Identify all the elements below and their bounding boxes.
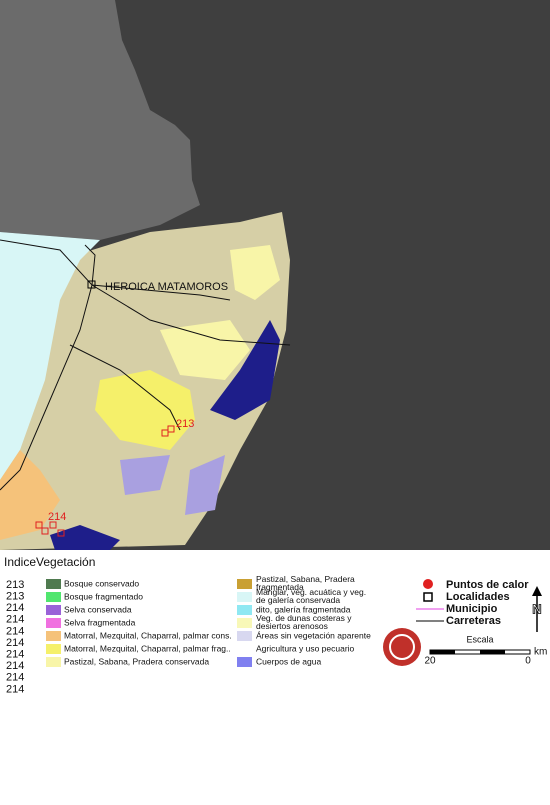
index-value: 214 bbox=[6, 672, 24, 684]
scrub-frag bbox=[95, 370, 195, 450]
water bbox=[50, 525, 120, 550]
symbol-label: Localidades bbox=[446, 591, 510, 603]
index-value: 213 bbox=[6, 591, 24, 603]
hotspot-label: 213 bbox=[176, 418, 194, 430]
scale-unit: km bbox=[534, 647, 547, 658]
legend-label: Pastizal, Sabana, Pradera fragmentada bbox=[256, 574, 355, 592]
legend-label: Cuerpos de agua bbox=[256, 656, 321, 666]
symbol-label: Municipio bbox=[446, 603, 498, 615]
logo-detail bbox=[389, 634, 415, 660]
index-value: 214 bbox=[6, 637, 24, 649]
land-north bbox=[0, 0, 200, 240]
locality-marker bbox=[87, 280, 96, 289]
index-value: 214 bbox=[6, 683, 24, 695]
index-value: 214 bbox=[6, 625, 24, 637]
legend-swatch bbox=[46, 605, 61, 615]
legend-swatch bbox=[46, 631, 61, 641]
lagoon-patch bbox=[120, 455, 170, 495]
locality-symbol bbox=[423, 592, 433, 602]
hotspot bbox=[161, 429, 169, 437]
index-value: 214 bbox=[6, 614, 24, 626]
road bbox=[0, 284, 93, 491]
index-value: 214 bbox=[6, 602, 24, 614]
hotspot bbox=[167, 425, 175, 433]
legend-label: Agricultura y uso pecuario bbox=[256, 643, 355, 653]
legend-label: Bosque conservado bbox=[64, 578, 139, 588]
roads bbox=[0, 239, 291, 491]
legend-label: Bosque fragmentado bbox=[64, 591, 143, 601]
legend-swatch bbox=[46, 579, 61, 589]
symbol-label: Carreteras bbox=[446, 615, 501, 627]
legend-swatch bbox=[237, 579, 252, 589]
road bbox=[84, 244, 96, 286]
scale-label: 0 bbox=[525, 656, 531, 667]
dunes bbox=[230, 245, 280, 300]
legend-label: dito, galería fragmentada bbox=[256, 604, 351, 614]
map: HEROICA MATAMOROS 213 214 bbox=[0, 0, 550, 550]
north-label: N bbox=[532, 601, 541, 616]
legend-swatch bbox=[237, 631, 252, 641]
legend-swatch bbox=[46, 618, 61, 628]
legend-swatch bbox=[46, 592, 61, 602]
legend-label: Áreas sin vegetación aparente bbox=[256, 630, 371, 640]
locality-label: HEROICA MATAMOROS bbox=[105, 281, 228, 293]
symbol-label: Puntos de calor bbox=[446, 579, 529, 591]
legend-swatch bbox=[237, 618, 252, 628]
legend-swatch bbox=[237, 592, 252, 602]
wetland bbox=[0, 232, 100, 480]
index-value: 214 bbox=[6, 649, 24, 661]
legend-swatch bbox=[236, 643, 253, 655]
index-header: Indice bbox=[4, 555, 36, 569]
laguna-madre bbox=[210, 320, 280, 420]
legend-label: Matorral, Mezquital, Chaparral, palmar f… bbox=[64, 643, 231, 653]
road bbox=[91, 284, 231, 301]
logo bbox=[383, 628, 421, 666]
legend-swatch bbox=[46, 644, 61, 654]
north-arrow-head bbox=[532, 586, 542, 596]
legend-swatch bbox=[237, 605, 252, 615]
index-value: 214 bbox=[6, 660, 24, 672]
legend-label: Manglar, veg. acuática y veg. de galería … bbox=[256, 587, 366, 605]
legend-label: Veg. de dunas costeras y desiertos arenos… bbox=[256, 613, 352, 631]
scrub bbox=[0, 450, 60, 540]
legend: Indice Vegetación Puntos de calor Locali… bbox=[4, 555, 547, 695]
scale-bar-seg bbox=[430, 650, 455, 654]
legend-swatch bbox=[46, 657, 61, 667]
hotspot bbox=[35, 521, 43, 529]
scale-bar-seg bbox=[480, 650, 505, 654]
hotspot bbox=[57, 529, 65, 537]
hotspot-label: 214 bbox=[48, 511, 66, 523]
vegetation-header: Vegetación bbox=[36, 555, 95, 569]
hotspots bbox=[35, 425, 175, 537]
hotspot bbox=[49, 521, 57, 529]
legend-swatch bbox=[237, 657, 252, 667]
lagoon-patch bbox=[185, 455, 225, 515]
grassland bbox=[160, 320, 250, 380]
scale-label: 20 bbox=[424, 656, 436, 667]
legend-label: Selva conservada bbox=[64, 604, 132, 614]
legend-label: Pastizal, Sabana, Pradera conservada bbox=[64, 656, 209, 666]
road bbox=[0, 239, 291, 346]
index-value: 213 bbox=[6, 579, 24, 591]
legend-label: Matorral, Mezquital, Chaparral, palmar c… bbox=[64, 630, 232, 640]
scale-title: Escala bbox=[466, 634, 493, 644]
hotspot bbox=[41, 527, 49, 535]
road bbox=[69, 344, 181, 431]
legend-label: Selva fragmentada bbox=[64, 617, 136, 627]
hotspot-symbol bbox=[423, 579, 433, 589]
